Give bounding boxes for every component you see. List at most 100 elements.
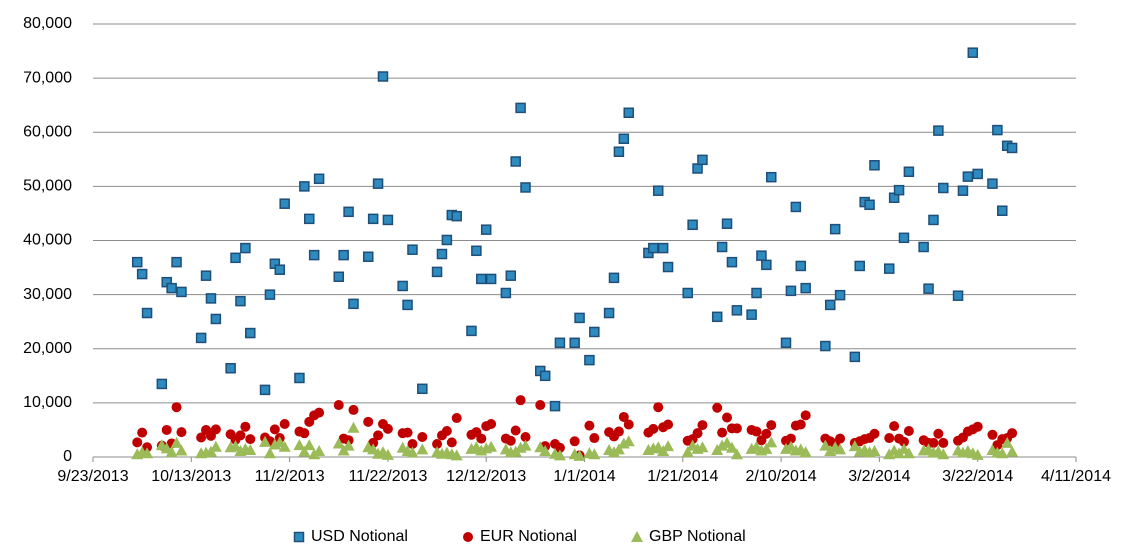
point [553, 449, 566, 461]
point [368, 437, 379, 448]
point [171, 402, 182, 413]
point [205, 293, 217, 304]
point [304, 213, 315, 225]
point [466, 325, 477, 337]
x-tick-label: 1/21/2014 [647, 468, 718, 485]
point [225, 362, 236, 374]
point [623, 107, 634, 119]
point [711, 311, 723, 323]
point [760, 442, 773, 454]
point [854, 260, 865, 272]
point [402, 299, 413, 311]
point [883, 263, 895, 274]
point [372, 178, 384, 189]
legend-label: USD Notional [311, 528, 408, 545]
point [417, 383, 428, 395]
point [141, 447, 154, 459]
point [834, 289, 846, 301]
point [367, 213, 379, 225]
point [573, 449, 586, 461]
point [156, 378, 168, 390]
point [657, 242, 669, 254]
point [923, 283, 934, 294]
point [589, 326, 600, 338]
point [648, 242, 659, 254]
point [761, 259, 772, 271]
point [825, 299, 836, 311]
point [397, 280, 408, 292]
point [1006, 445, 1019, 457]
point [485, 440, 498, 452]
point [486, 418, 497, 429]
point [314, 407, 325, 418]
point [756, 250, 767, 261]
point [515, 395, 526, 406]
point [406, 446, 419, 458]
y-tick-label: 40,000 [23, 232, 72, 249]
legend-marker [463, 532, 473, 542]
point [790, 201, 802, 213]
point [308, 448, 321, 460]
point [1007, 428, 1018, 439]
point [584, 354, 595, 366]
point [480, 224, 492, 235]
point [662, 440, 675, 452]
point [829, 223, 841, 235]
point [520, 182, 531, 193]
point [918, 241, 929, 253]
point [663, 419, 674, 430]
point [730, 448, 743, 460]
point [347, 421, 360, 433]
point [431, 266, 443, 278]
point [962, 171, 974, 182]
x-tick-label: 10/13/2013 [151, 468, 231, 485]
point [348, 298, 359, 310]
point [820, 340, 831, 352]
point [731, 305, 743, 316]
point [245, 434, 256, 445]
point [967, 47, 979, 58]
point [269, 424, 280, 435]
point [332, 437, 345, 449]
x-tick-label: 3/2/2014 [848, 468, 910, 485]
point [834, 443, 847, 455]
point [402, 427, 413, 438]
point [274, 264, 286, 275]
x-tick-label: 11/22/2013 [348, 468, 427, 485]
point [795, 419, 806, 430]
point [1001, 436, 1014, 448]
point [971, 448, 984, 460]
point [313, 445, 326, 457]
point [278, 440, 291, 452]
point [136, 268, 148, 280]
point [928, 437, 939, 448]
point [952, 290, 964, 301]
x-tick-label: 1/1/2014 [553, 468, 615, 485]
point [451, 413, 462, 424]
point [957, 185, 969, 196]
y-tick-label: 20,000 [23, 340, 72, 357]
legend-marker [293, 531, 305, 543]
point [589, 433, 600, 444]
point [746, 309, 757, 320]
point [780, 337, 792, 349]
point [997, 205, 1008, 216]
point [603, 307, 615, 319]
point [299, 428, 310, 439]
x-tick-label: 12/12/2013 [446, 468, 526, 485]
point [608, 272, 620, 284]
point [972, 168, 983, 180]
x-tick-label: 11/2/2013 [255, 468, 325, 485]
point [348, 404, 359, 415]
point [165, 446, 178, 458]
point [515, 102, 526, 114]
point [612, 443, 625, 455]
point [554, 337, 566, 349]
point [476, 273, 487, 285]
point [313, 173, 325, 185]
point [362, 251, 374, 262]
point [692, 163, 703, 174]
y-tick-label: 80,000 [23, 15, 72, 32]
point [259, 384, 271, 396]
